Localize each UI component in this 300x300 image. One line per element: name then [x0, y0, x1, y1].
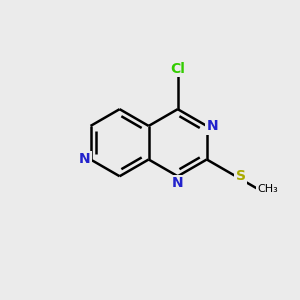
Text: Cl: Cl [170, 61, 185, 76]
Text: N: N [172, 176, 184, 190]
Text: N: N [79, 152, 91, 167]
Text: S: S [236, 169, 246, 183]
Text: CH₃: CH₃ [258, 184, 278, 194]
Text: N: N [207, 119, 218, 133]
